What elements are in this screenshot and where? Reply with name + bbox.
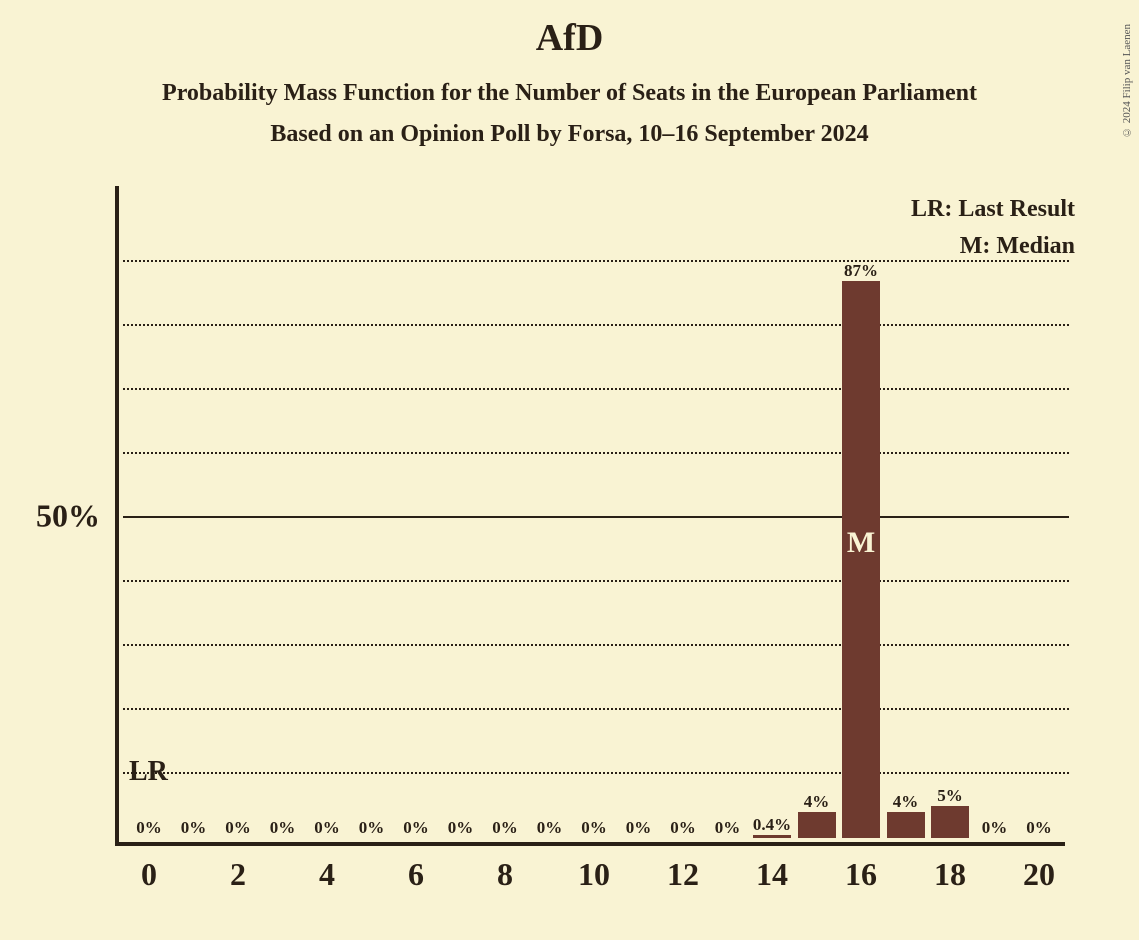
bar bbox=[887, 812, 925, 838]
gridline bbox=[123, 324, 1069, 326]
x-axis-tick: 18 bbox=[934, 856, 966, 893]
x-axis-tick: 0 bbox=[141, 856, 157, 893]
bar-value-label: 0% bbox=[181, 818, 207, 838]
bar-value-label: 0% bbox=[492, 818, 518, 838]
x-axis-tick: 16 bbox=[845, 856, 877, 893]
chart-area: 50%0%0%0%0%0%0%0%0%0%0%0%0%0%0%0.4%4%87%… bbox=[115, 186, 1095, 846]
bar bbox=[931, 806, 969, 838]
gridline bbox=[123, 452, 1069, 454]
gridline bbox=[123, 708, 1069, 710]
bar-value-label: 0% bbox=[359, 818, 385, 838]
x-axis-tick: 12 bbox=[667, 856, 699, 893]
y-axis-label: 50% bbox=[36, 498, 100, 535]
x-axis-tick: 6 bbox=[408, 856, 424, 893]
bar-value-label: 4% bbox=[804, 792, 830, 812]
gridline bbox=[123, 772, 1069, 774]
bar-value-label: 0% bbox=[448, 818, 474, 838]
bar bbox=[753, 835, 791, 838]
gridline bbox=[123, 644, 1069, 646]
bar-value-label: 0% bbox=[403, 818, 429, 838]
gridline bbox=[123, 580, 1069, 582]
chart-subtitle-1: Probability Mass Function for the Number… bbox=[0, 80, 1139, 107]
copyright-label: © 2024 Filip van Laenen bbox=[1121, 24, 1133, 138]
bar-value-label: 0.4% bbox=[753, 815, 791, 835]
bar-value-label: 0% bbox=[270, 818, 296, 838]
chart-subtitle-2: Based on an Opinion Poll by Forsa, 10–16… bbox=[0, 121, 1139, 148]
x-axis-tick: 4 bbox=[319, 856, 335, 893]
gridline bbox=[123, 388, 1069, 390]
median-label: M bbox=[847, 526, 875, 560]
bar-value-label: 0% bbox=[225, 818, 251, 838]
bar-value-label: 0% bbox=[581, 818, 607, 838]
x-axis-tick: 20 bbox=[1023, 856, 1055, 893]
gridline bbox=[123, 516, 1069, 518]
x-axis-tick: 8 bbox=[497, 856, 513, 893]
bar-value-label: 5% bbox=[937, 786, 963, 806]
x-axis-tick: 14 bbox=[756, 856, 788, 893]
bar bbox=[798, 812, 836, 838]
bar-value-label: 0% bbox=[136, 818, 162, 838]
bar-value-label: 0% bbox=[626, 818, 652, 838]
bar-value-label: 0% bbox=[314, 818, 340, 838]
plot-region: 50%0%0%0%0%0%0%0%0%0%0%0%0%0%0%0.4%4%87%… bbox=[115, 186, 1065, 846]
legend-lr: LR: Last Result bbox=[911, 196, 1075, 223]
x-axis-tick: 10 bbox=[578, 856, 610, 893]
bar-value-label: 87% bbox=[844, 261, 878, 281]
last-result-label: LR bbox=[129, 756, 168, 788]
bar-value-label: 0% bbox=[670, 818, 696, 838]
bar-value-label: 0% bbox=[1026, 818, 1052, 838]
legend-median: M: Median bbox=[911, 233, 1075, 260]
bar-value-label: 0% bbox=[715, 818, 741, 838]
bar-value-label: 4% bbox=[893, 792, 919, 812]
chart-legend: LR: Last Result M: Median bbox=[911, 196, 1075, 270]
x-axis-tick: 2 bbox=[230, 856, 246, 893]
chart-title: AfD bbox=[0, 16, 1139, 60]
bar-value-label: 0% bbox=[537, 818, 563, 838]
bar-value-label: 0% bbox=[982, 818, 1008, 838]
